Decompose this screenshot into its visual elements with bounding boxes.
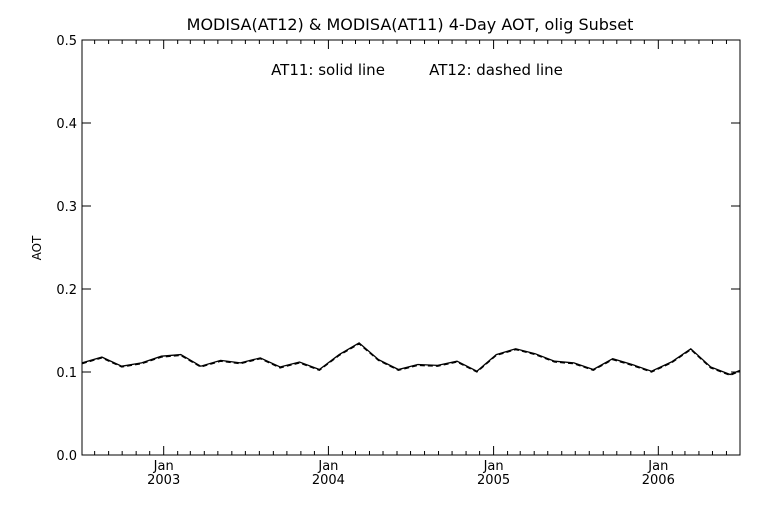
y-tick-label-2: 0.2 <box>56 283 77 298</box>
chart-title: MODISA(AT12) & MODISA(AT11) 4-Day AOT, o… <box>187 15 634 34</box>
axis-ticks: 0.00.10.20.30.40.5Jan2003Jan2004Jan2005J… <box>56 34 741 488</box>
x-tick-year-0: 2003 <box>147 473 180 488</box>
y-tick-label-5: 0.5 <box>56 34 77 49</box>
series-line-at11 <box>81 342 741 376</box>
x-tick-year-3: 2006 <box>642 473 675 488</box>
x-tick-month-3: Jan <box>647 459 668 474</box>
y-axis-label: AOT <box>30 235 44 260</box>
series-line-at12 <box>81 343 741 376</box>
y-tick-label-0: 0.0 <box>56 449 77 464</box>
plot-frame <box>81 39 741 456</box>
series-lines <box>81 342 741 376</box>
x-tick-year-2: 2005 <box>477 473 510 488</box>
y-tick-label-3: 0.3 <box>56 200 77 215</box>
legend-at12: AT12: dashed line <box>429 61 563 79</box>
x-tick-month-2: Jan <box>483 459 504 474</box>
y-tick-label-4: 0.4 <box>56 117 77 132</box>
legend-at11: AT11: solid line <box>271 61 385 79</box>
y-tick-label-1: 0.1 <box>56 366 77 381</box>
x-tick-year-1: 2004 <box>312 473 345 488</box>
x-tick-month-1: Jan <box>317 459 338 474</box>
x-tick-month-0: Jan <box>153 459 174 474</box>
